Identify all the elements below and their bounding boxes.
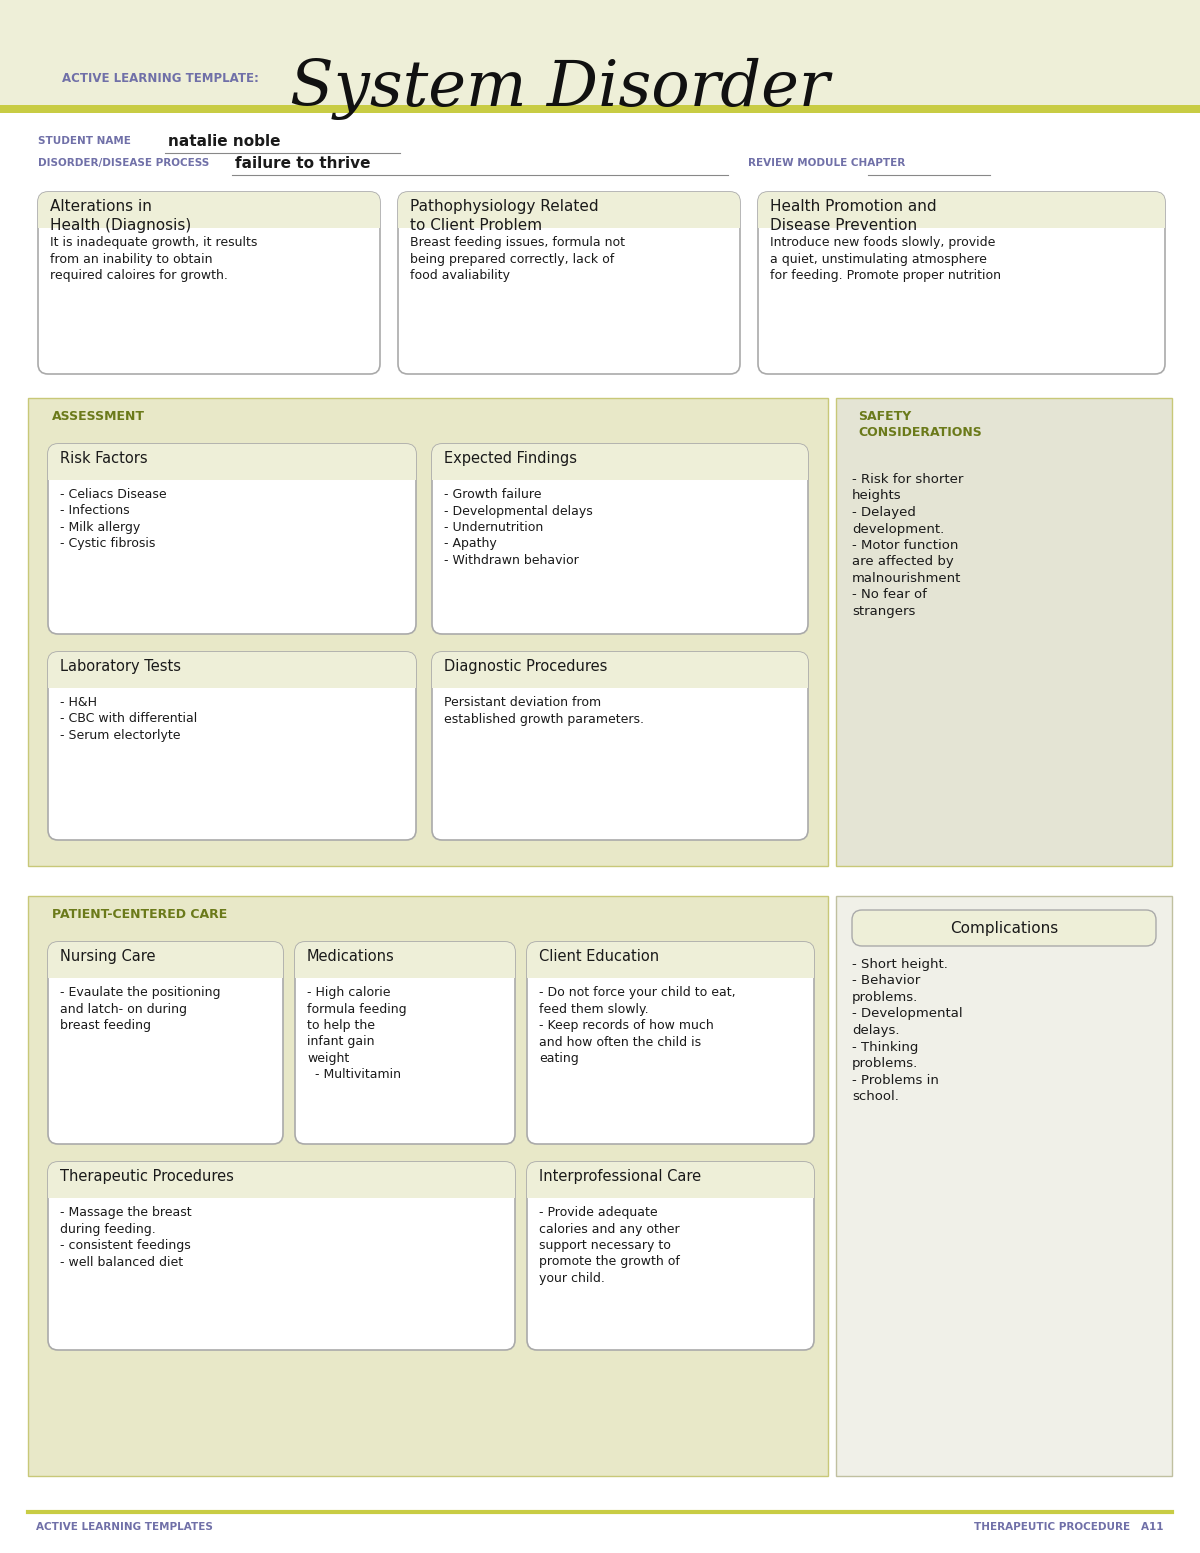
Text: Interprofessional Care: Interprofessional Care <box>539 1169 701 1183</box>
Bar <box>295 960 515 978</box>
Text: Persistant deviation from
established growth parameters.: Persistant deviation from established gr… <box>444 696 644 725</box>
Bar <box>527 960 814 978</box>
FancyBboxPatch shape <box>758 193 1165 374</box>
Bar <box>48 461 416 480</box>
FancyBboxPatch shape <box>432 444 808 480</box>
Text: Complications: Complications <box>950 921 1058 935</box>
Text: ASSESSMENT: ASSESSMENT <box>52 410 145 422</box>
Bar <box>0 106 1200 113</box>
FancyBboxPatch shape <box>527 943 814 978</box>
Text: Health Promotion and
Disease Prevention: Health Promotion and Disease Prevention <box>770 199 937 233</box>
Bar <box>432 461 808 480</box>
Bar <box>48 669 416 688</box>
Bar <box>0 0 1200 112</box>
Text: failure to thrive: failure to thrive <box>235 155 371 171</box>
Text: ACTIVE LEARNING TEMPLATE:: ACTIVE LEARNING TEMPLATE: <box>62 71 259 84</box>
Text: Nursing Care: Nursing Care <box>60 949 156 964</box>
Bar <box>836 398 1172 867</box>
Text: - Short height.
- Behavior
problems.
- Developmental
delays.
- Thinking
problems: - Short height. - Behavior problems. - D… <box>852 958 962 1103</box>
Bar <box>758 210 1165 228</box>
FancyBboxPatch shape <box>48 1162 515 1350</box>
FancyBboxPatch shape <box>527 943 814 1145</box>
Text: - High calorie
formula feeding
to help the
infant gain
weight
  - Multivitamin: - High calorie formula feeding to help t… <box>307 986 407 1081</box>
FancyBboxPatch shape <box>432 652 808 688</box>
FancyBboxPatch shape <box>48 652 416 688</box>
FancyBboxPatch shape <box>295 943 515 978</box>
FancyBboxPatch shape <box>432 444 808 634</box>
Bar <box>48 1180 515 1197</box>
FancyBboxPatch shape <box>852 910 1156 946</box>
Bar <box>527 1180 814 1197</box>
Text: STUDENT NAME: STUDENT NAME <box>38 137 131 146</box>
Text: Alterations in
Health (Diagnosis): Alterations in Health (Diagnosis) <box>50 199 191 233</box>
Text: - Growth failure
- Developmental delays
- Undernutrition
- Apathy
- Withdrawn be: - Growth failure - Developmental delays … <box>444 488 593 567</box>
Text: ACTIVE LEARNING TEMPLATES: ACTIVE LEARNING TEMPLATES <box>36 1522 212 1531</box>
FancyBboxPatch shape <box>48 943 283 1145</box>
FancyBboxPatch shape <box>295 943 515 1145</box>
FancyBboxPatch shape <box>48 652 416 840</box>
Bar <box>432 669 808 688</box>
Text: Diagnostic Procedures: Diagnostic Procedures <box>444 658 607 674</box>
Text: - H&H
- CBC with differential
- Serum electorlyte: - H&H - CBC with differential - Serum el… <box>60 696 197 742</box>
FancyBboxPatch shape <box>38 193 380 228</box>
Text: System Disorder: System Disorder <box>290 57 829 120</box>
FancyBboxPatch shape <box>398 193 740 228</box>
Text: SAFETY
CONSIDERATIONS: SAFETY CONSIDERATIONS <box>858 410 982 439</box>
FancyBboxPatch shape <box>48 444 416 634</box>
Bar <box>0 1505 1200 1553</box>
FancyBboxPatch shape <box>48 1162 515 1197</box>
Bar <box>28 896 828 1475</box>
Bar <box>38 210 380 228</box>
Bar <box>398 210 740 228</box>
Text: Risk Factors: Risk Factors <box>60 450 148 466</box>
Text: Client Education: Client Education <box>539 949 659 964</box>
Text: - Risk for shorter
heights
- Delayed
development.
- Motor function
are affected : - Risk for shorter heights - Delayed dev… <box>852 474 964 618</box>
Bar <box>836 896 1172 1475</box>
FancyBboxPatch shape <box>48 943 283 978</box>
Text: It is inadequate growth, it results
from an inability to obtain
required caloire: It is inadequate growth, it results from… <box>50 236 257 283</box>
Text: - Celiacs Disease
- Infections
- Milk allergy
- Cystic fibrosis: - Celiacs Disease - Infections - Milk al… <box>60 488 167 550</box>
Text: Laboratory Tests: Laboratory Tests <box>60 658 181 674</box>
Text: - Evaulate the positioning
and latch- on during
breast feeding: - Evaulate the positioning and latch- on… <box>60 986 221 1033</box>
Text: Expected Findings: Expected Findings <box>444 450 577 466</box>
Text: REVIEW MODULE CHAPTER: REVIEW MODULE CHAPTER <box>748 158 905 168</box>
FancyBboxPatch shape <box>398 193 740 374</box>
Bar <box>28 398 828 867</box>
Text: THERAPEUTIC PROCEDURE   A11: THERAPEUTIC PROCEDURE A11 <box>974 1522 1164 1531</box>
Text: Breast feeding issues, formula not
being prepared correctly, lack of
food avalia: Breast feeding issues, formula not being… <box>410 236 625 283</box>
FancyBboxPatch shape <box>758 193 1165 228</box>
Text: - Massage the breast
during feeding.
- consistent feedings
- well balanced diet: - Massage the breast during feeding. - c… <box>60 1207 192 1269</box>
FancyBboxPatch shape <box>48 444 416 480</box>
Text: - Provide adequate
calories and any other
support necessary to
promote the growt: - Provide adequate calories and any othe… <box>539 1207 680 1284</box>
Text: Medications: Medications <box>307 949 395 964</box>
Bar <box>48 960 283 978</box>
Text: DISORDER/DISEASE PROCESS: DISORDER/DISEASE PROCESS <box>38 158 209 168</box>
Text: Pathophysiology Related
to Client Problem: Pathophysiology Related to Client Proble… <box>410 199 599 233</box>
FancyBboxPatch shape <box>527 1162 814 1350</box>
Text: Introduce new foods slowly, provide
a quiet, unstimulating atmosphere
for feedin: Introduce new foods slowly, provide a qu… <box>770 236 1001 283</box>
FancyBboxPatch shape <box>38 193 380 374</box>
Text: - Do not force your child to eat,
feed them slowly.
- Keep records of how much
a: - Do not force your child to eat, feed t… <box>539 986 736 1065</box>
FancyBboxPatch shape <box>432 652 808 840</box>
Text: PATIENT-CENTERED CARE: PATIENT-CENTERED CARE <box>52 909 227 921</box>
FancyBboxPatch shape <box>527 1162 814 1197</box>
Text: natalie noble: natalie noble <box>168 134 281 149</box>
Text: Therapeutic Procedures: Therapeutic Procedures <box>60 1169 234 1183</box>
